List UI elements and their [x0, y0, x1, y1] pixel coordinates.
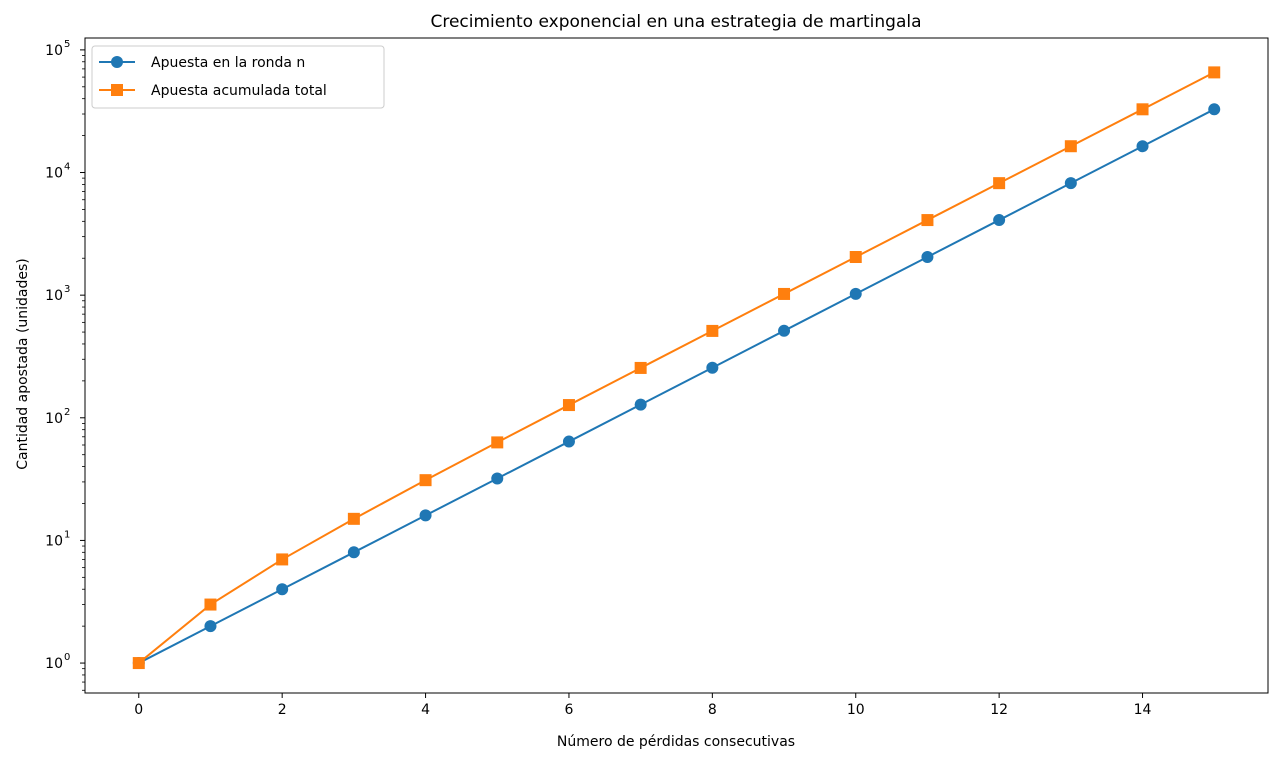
data-point [849, 287, 862, 300]
legend-marker [111, 56, 123, 68]
data-point [1064, 177, 1077, 190]
data-point [204, 598, 217, 611]
series-line [138, 108, 1215, 664]
data-point [1136, 103, 1149, 116]
plot-frame [84, 37, 1269, 694]
data-point [706, 361, 719, 374]
legend-label: Apuesta acumulada total [151, 83, 327, 99]
data-point [1208, 66, 1221, 79]
data-point [778, 324, 791, 337]
data-point [1208, 103, 1221, 116]
y-tick-label: 10 [45, 656, 63, 672]
data-point [276, 583, 289, 596]
data-point [419, 474, 432, 487]
data-point [347, 512, 360, 525]
data-point [921, 214, 934, 227]
x-tick-label: 14 [1134, 702, 1152, 718]
y-tick-label: 10 [45, 533, 63, 549]
y-tick-exponent: 3 [64, 284, 70, 295]
data-point [347, 546, 360, 559]
y-tick-label: 10 [45, 166, 63, 182]
y-tick-exponent: 2 [64, 407, 70, 418]
legend: Apuesta en la ronda n Apuesta acumulada t… [91, 45, 385, 109]
data-point [491, 436, 504, 449]
series-line [138, 71, 1215, 664]
data-point [419, 509, 432, 522]
x-tick-label: 6 [564, 702, 573, 718]
y-tick-exponent: 0 [64, 652, 70, 663]
y-tick-label: 10 [45, 288, 63, 304]
legend-label: Apuesta en la ronda n [151, 55, 305, 71]
y-tick-label: 10 [45, 411, 63, 427]
legend-marker [111, 84, 123, 96]
data-point [491, 472, 504, 485]
data-point [1136, 140, 1149, 153]
legend-box [91, 45, 385, 109]
x-tick-label: 10 [847, 702, 865, 718]
x-tick-label: 0 [134, 702, 143, 718]
y-tick-exponent: 1 [64, 529, 70, 540]
x-tick-label: 12 [990, 702, 1008, 718]
x-axis-label: Número de pérdidas consecutivas [557, 734, 795, 750]
y-tick-exponent: 5 [64, 39, 70, 50]
data-point [993, 214, 1006, 227]
data-point [634, 398, 647, 411]
x-tick-label: 2 [278, 702, 287, 718]
data-point [706, 324, 719, 337]
data-point [921, 250, 934, 263]
data-point [634, 361, 647, 374]
y-tick-label: 10 [45, 43, 63, 59]
data-point [849, 251, 862, 264]
x-tick-label: 8 [708, 702, 717, 718]
data-point [993, 177, 1006, 190]
chart-title: Crecimiento exponencial en una estrategi… [430, 12, 921, 32]
data-point [562, 435, 575, 448]
data-point [132, 657, 145, 670]
data-point [778, 287, 791, 300]
y-axis-label: Cantidad apostada (unidades) [15, 258, 31, 470]
data-point [276, 553, 289, 566]
x-tick-label: 4 [421, 702, 430, 718]
data-point [562, 399, 575, 412]
data-point [204, 620, 217, 633]
data-point [1064, 140, 1077, 153]
y-tick-exponent: 4 [64, 162, 70, 173]
